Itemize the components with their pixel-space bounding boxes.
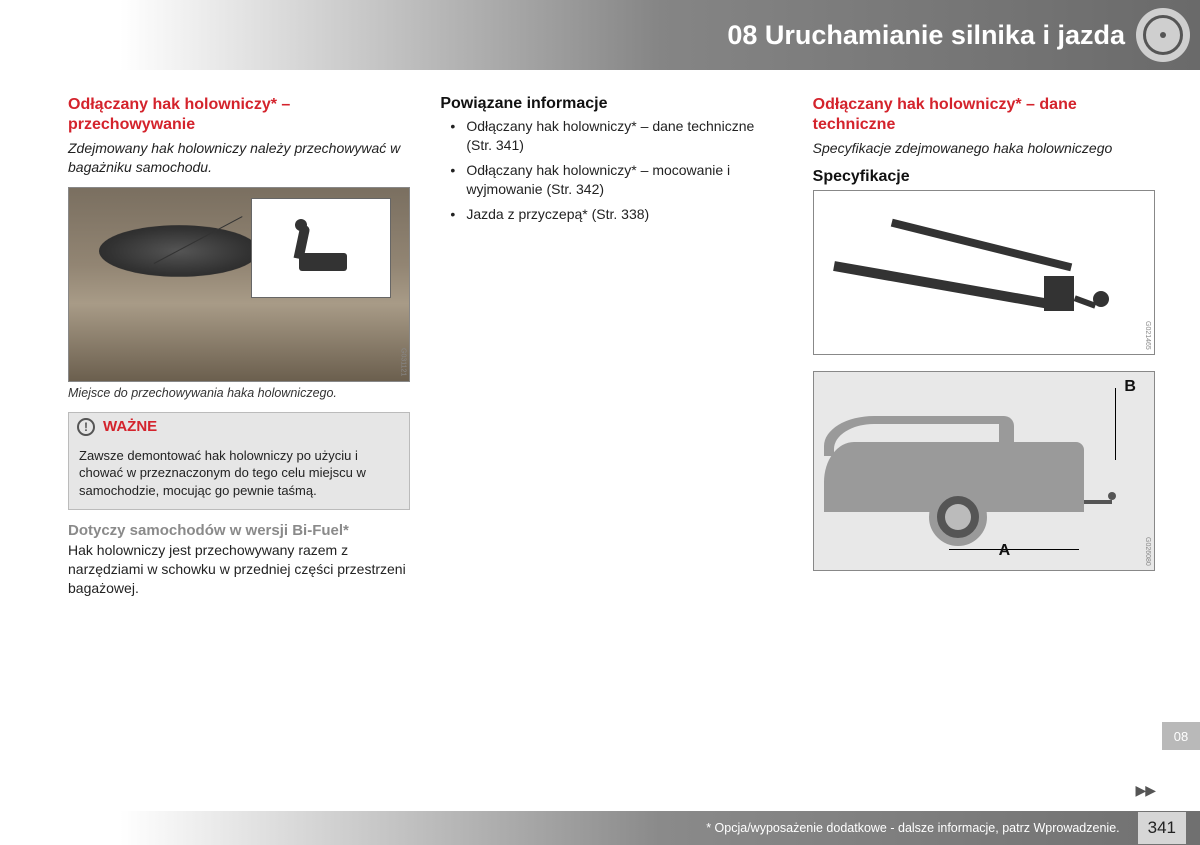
important-note: ! WAŻNE Zawsze demontować hak holowniczy…: [68, 412, 410, 511]
image-code: G021465: [1144, 321, 1151, 350]
dimension-label-b: B: [1124, 378, 1136, 396]
figure-car-dimensions: A B G026080: [813, 371, 1155, 571]
related-info-heading: Powiązane informacje: [440, 95, 782, 113]
figure-caption: Miejsce do przechowywania haka holownicz…: [68, 386, 410, 400]
note-title: WAŻNE: [103, 418, 157, 435]
dimension-label-a: A: [999, 542, 1011, 560]
list-item: Odłączany hak holowniczy* – mocowanie i …: [440, 161, 782, 199]
column-left: Odłączany hak holowniczy* – przechowywan…: [68, 95, 410, 598]
continue-indicator: ▶▶: [1135, 782, 1155, 799]
figure-towbar: G021465: [813, 190, 1155, 355]
list-item: Odłączany hak holowniczy* – dane technic…: [440, 117, 782, 155]
figure-storage-location: G031121: [68, 187, 410, 382]
note-body: Zawsze demontować hak holowniczy po użyc…: [69, 441, 409, 510]
section-heading-storage: Odłączany hak holowniczy* – przechowywan…: [68, 95, 410, 135]
page-number: 341: [1138, 812, 1186, 844]
image-code: G026080: [1144, 537, 1151, 566]
image-code: G031121: [399, 348, 406, 376]
column-right: Odłączany hak holowniczy* – dane technic…: [813, 95, 1155, 598]
subsection-body: Hak holowniczy jest przechowywany razem …: [68, 541, 410, 598]
section-heading-specs: Odłączany hak holowniczy* – dane technic…: [813, 95, 1155, 135]
section-tab: 08: [1162, 722, 1200, 750]
alert-icon: !: [77, 418, 95, 436]
specs-heading: Specyfikacje: [813, 168, 1155, 186]
subsection-heading-bifuel: Dotyczy samochodów w wersji Bi-Fuel*: [68, 522, 410, 539]
chapter-header: 08 Uruchamianie silnika i jazda: [0, 0, 1200, 70]
list-item: Jazda z przyczepą* (Str. 338): [440, 205, 782, 224]
page-content: Odłączany hak holowniczy* – przechowywan…: [68, 95, 1155, 598]
section-intro-specs: Specyfikacje zdejmowanego haka holownicz…: [813, 139, 1155, 158]
page-footer: * Opcja/wyposażenie dodatkowe - dalsze i…: [0, 811, 1200, 845]
section-intro: Zdejmowany hak holowniczy należy przecho…: [68, 139, 410, 177]
related-info-list: Odłączany hak holowniczy* – dane technic…: [440, 117, 782, 223]
footnote: * Opcja/wyposażenie dodatkowe - dalsze i…: [706, 821, 1119, 835]
column-middle: Powiązane informacje Odłączany hak holow…: [440, 95, 782, 598]
chapter-title: 08 Uruchamianie silnika i jazda: [727, 20, 1125, 51]
steering-wheel-icon: [1136, 8, 1190, 62]
